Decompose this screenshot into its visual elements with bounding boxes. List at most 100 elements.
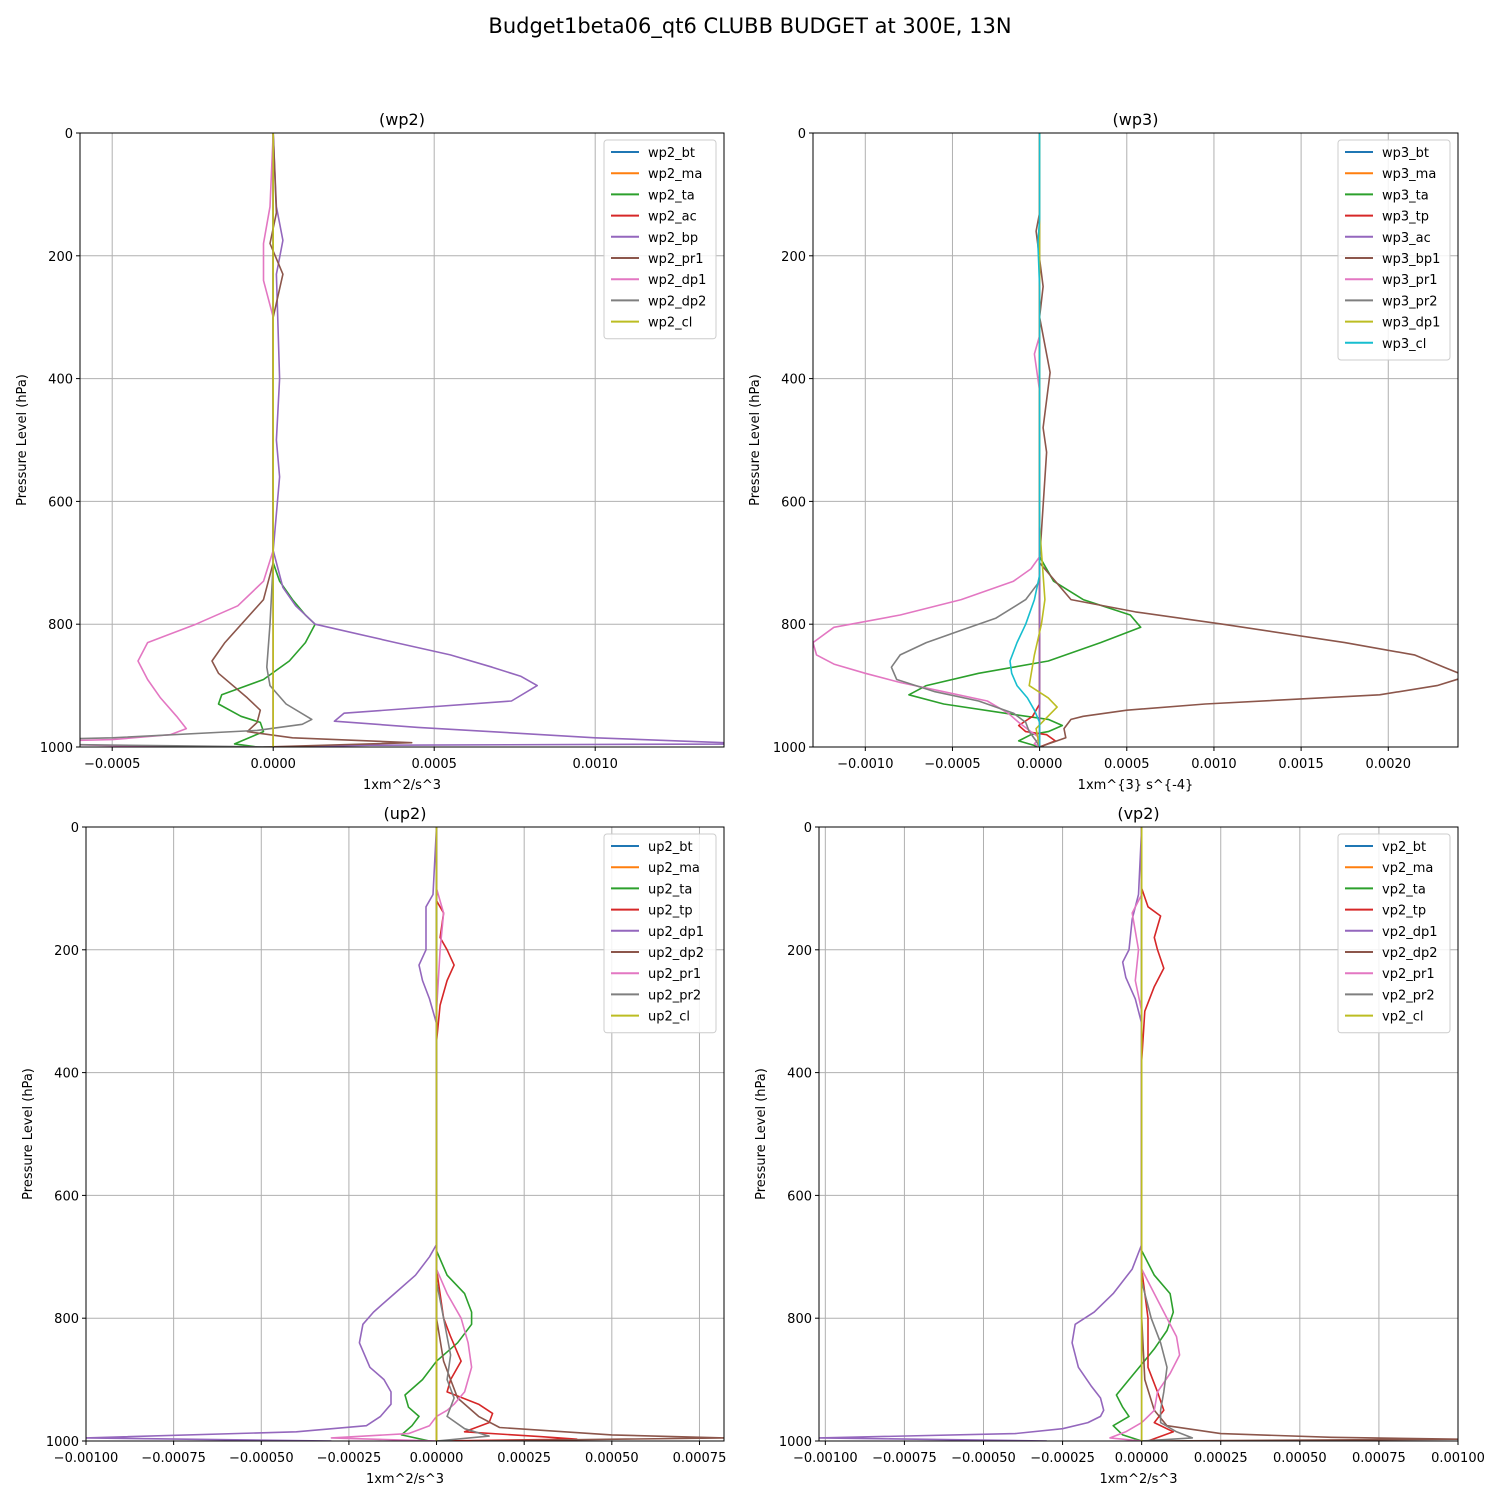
legend-label: wp3_ta <box>1382 188 1429 203</box>
legend-box <box>603 833 717 1034</box>
figure-title: Budget1beta06_qt6 CLUBB BUDGET at 300E, … <box>488 14 1012 38</box>
series-line-wp2_dp1 <box>80 133 275 747</box>
legend-label: up2_bt <box>648 840 693 855</box>
legend-label: vp2_pr2 <box>1382 988 1435 1003</box>
series-group <box>813 133 1458 747</box>
chart-panel: −0.0005 0.0000 0.0005 0.0010 0 200 400 600 800 10… <box>15 110 725 793</box>
series-group <box>819 827 1458 1441</box>
x-tick-label: −0.00050 <box>229 1451 294 1466</box>
legend-label: wp2_ac <box>648 210 697 225</box>
legend-label: wp2_cl <box>648 316 692 331</box>
x-tick-label: 0.0000 <box>250 757 296 772</box>
legend-label: wp3_ac <box>1382 231 1431 246</box>
y-tick-label: 0 <box>798 127 806 142</box>
x-tick-label: −0.00050 <box>951 1451 1016 1466</box>
series-line-up2_dp2 <box>435 827 724 1441</box>
legend-box <box>603 139 717 340</box>
series-line-up2_pr1 <box>330 827 473 1441</box>
series-line-wp2_dp2 <box>80 133 313 747</box>
y-tick-label: 1000 <box>779 1435 812 1450</box>
y-tick-label: 1000 <box>773 741 806 756</box>
legend-label: wp2_ta <box>648 188 695 203</box>
legend-label: up2_dp2 <box>648 946 704 961</box>
legend: wp2_bt wp2_ma wp2_ta wp2_ac wp2_bp wp2_pr1 wp2… <box>603 139 717 340</box>
y-axis-label: Pressure Level (hPa) <box>754 1068 769 1200</box>
x-tick-label: 0.00000 <box>1115 1451 1169 1466</box>
plot-frame <box>79 132 725 748</box>
series-group <box>86 827 724 1441</box>
x-tick-label: 0.0005 <box>1104 757 1150 772</box>
x-tick-label: −0.00025 <box>1030 1451 1095 1466</box>
x-tick-label: 0.00050 <box>1273 1451 1327 1466</box>
x-tick-label: 0.0010 <box>572 757 618 772</box>
legend: up2_bt up2_ma up2_ta up2_tp up2_dp1 up2_dp2up… <box>603 833 717 1034</box>
y-tick-label: 200 <box>54 944 79 959</box>
legend-label: wp2_dp2 <box>648 294 706 309</box>
series-line-up2_tp <box>435 827 578 1441</box>
y-tick-label: 400 <box>781 373 806 388</box>
x-tick-label: −0.00075 <box>872 1451 937 1466</box>
chart-panel: −0.00100 −0.00075 −0.00050 −0.00025 0.00000 0… <box>21 804 726 1487</box>
y-tick-label: 600 <box>781 495 806 510</box>
y-tick-label: 400 <box>54 1067 79 1082</box>
y-tick-label: 1000 <box>46 1435 79 1450</box>
legend-label: vp2_dp1 <box>1382 925 1438 940</box>
x-tick-label: −0.0005 <box>924 757 980 772</box>
x-tick-label: 0.0010 <box>1191 757 1237 772</box>
legend-label: up2_tp <box>648 904 693 919</box>
x-tick-label: −0.00025 <box>317 1451 382 1466</box>
legend-label: wp3_bt <box>1382 146 1429 161</box>
x-tick-label: −0.0010 <box>837 757 893 772</box>
series-line-vp2_pr2 <box>1140 827 1194 1441</box>
x-tick-label: −0.0005 <box>84 757 140 772</box>
legend-label: wp3_pr1 <box>1382 273 1438 288</box>
x-tick-label: −0.00075 <box>141 1451 206 1466</box>
legend-label: up2_ta <box>648 882 692 897</box>
legend-label: wp2_dp1 <box>648 273 706 288</box>
legend-label: up2_pr1 <box>648 967 701 982</box>
legend-label: wp2_bp <box>648 231 698 246</box>
y-tick-label: 0 <box>71 821 79 836</box>
legend-label: wp3_ma <box>1382 167 1436 182</box>
legend: wp3_bt wp3_ma wp3_ta wp3_tp wp3_ac wp3_bp1 wp3… <box>1337 139 1451 361</box>
x-axis-label: 1xm^2/s^3 <box>363 778 441 793</box>
x-tick-label: 0.00075 <box>673 1451 727 1466</box>
series-line-up2_pr2 <box>435 827 490 1441</box>
y-tick-label: 0 <box>65 127 73 142</box>
panel-title: (up2) <box>384 804 427 823</box>
y-tick-label: 800 <box>54 1312 79 1327</box>
legend-label: wp3_tp <box>1382 210 1429 225</box>
legend-label: vp2_cl <box>1382 1010 1423 1025</box>
legend-label: up2_ma <box>648 861 700 876</box>
x-tick-label: 0.00000 <box>410 1451 464 1466</box>
legend-label: wp3_dp1 <box>1382 316 1440 331</box>
plot-frame <box>812 132 1459 748</box>
y-axis-label: Pressure Level (hPa) <box>15 374 30 506</box>
legend-label: vp2_bt <box>1382 840 1426 855</box>
x-axis-label: 1xm^2/s^3 <box>1099 1472 1177 1487</box>
x-tick-label: 0.00075 <box>1352 1451 1406 1466</box>
y-tick-label: 200 <box>781 250 806 265</box>
series-line-wp3_cl <box>1009 133 1041 747</box>
legend: vp2_bt vp2_ma vp2_ta vp2_tp vp2_dp1 vp2_dp2vp… <box>1337 833 1451 1034</box>
y-tick-label: 600 <box>54 1189 79 1204</box>
y-tick-label: 600 <box>787 1189 812 1204</box>
series-line-wp3_ta <box>908 133 1142 747</box>
x-tick-label: 0.00050 <box>585 1451 639 1466</box>
x-tick-label: 0.0015 <box>1278 757 1324 772</box>
legend-label: wp3_pr2 <box>1382 294 1438 309</box>
plot-frame <box>85 826 725 1442</box>
legend-label: vp2_dp2 <box>1382 946 1438 961</box>
x-tick-label: 0.0000 <box>1017 757 1063 772</box>
y-tick-label: 400 <box>787 1067 812 1082</box>
series-line-wp3_tp <box>1017 133 1057 747</box>
series-line-wp2_bp <box>272 133 724 747</box>
x-tick-label: 0.00025 <box>1194 1451 1248 1466</box>
legend-label: up2_dp1 <box>648 925 704 940</box>
series-line-wp2_ta <box>217 133 316 747</box>
panel-title: (wp2) <box>379 110 425 129</box>
series-line-wp2_pr1 <box>211 133 413 747</box>
y-tick-label: 0 <box>804 821 812 836</box>
y-tick-label: 400 <box>48 373 73 388</box>
